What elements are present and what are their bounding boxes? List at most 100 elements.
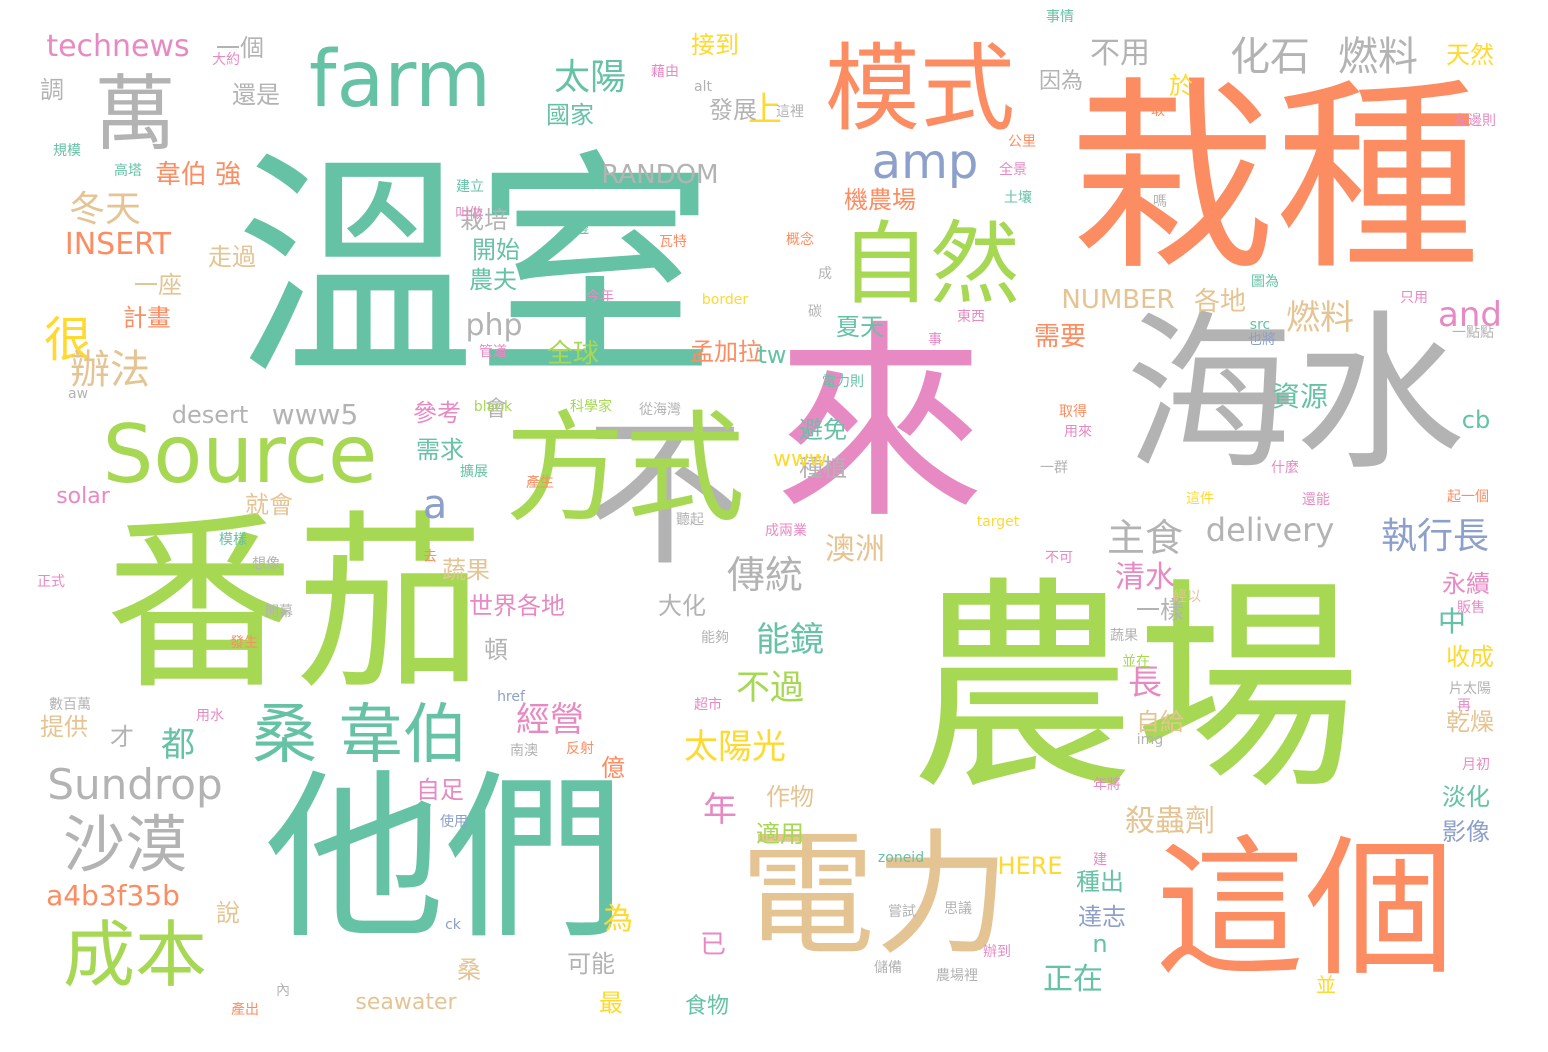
word-187: 年將: [1093, 777, 1121, 793]
word-63: 各地: [1193, 287, 1247, 317]
word-119: 藉由: [651, 64, 679, 80]
word-47: 長: [1128, 663, 1162, 703]
word-15: 萬: [93, 67, 177, 162]
word-123: 取: [1151, 103, 1165, 119]
word-40: INSERT: [64, 227, 172, 262]
word-132: 全景: [999, 162, 1027, 178]
word-120: alt: [694, 79, 712, 95]
word-27: 很: [43, 312, 93, 368]
word-134: 左邊則: [1454, 113, 1496, 129]
word-74: 淡化: [1442, 783, 1490, 811]
word-26: 太陽: [553, 57, 627, 98]
word-8: 電力: [740, 816, 1010, 974]
word-113: 於: [1169, 72, 1193, 100]
word-22: 燃料: [1338, 34, 1418, 80]
word-61: 全球: [546, 339, 600, 369]
word-136: 成: [818, 266, 832, 282]
word-5: 他們: [264, 755, 626, 964]
word-6: 海水: [1124, 296, 1466, 494]
word-159: 這件: [1186, 491, 1214, 507]
word-71: 收成: [1446, 643, 1494, 671]
word-112: 調: [40, 76, 64, 104]
word-171: 經以: [1173, 589, 1201, 605]
word-65: 參考: [413, 399, 461, 427]
word-81: 億: [601, 754, 625, 782]
word-148: aw: [67, 386, 89, 402]
word-13: Source: [102, 408, 378, 501]
word-107: 說: [216, 899, 240, 927]
word-182: 反射: [566, 741, 594, 757]
word-152: 電力則: [822, 374, 864, 390]
word-36: technews: [46, 29, 190, 64]
word-166: 想像: [252, 556, 280, 572]
word-64: 需求: [416, 436, 464, 464]
word-42: 燃料: [1286, 298, 1354, 338]
word-50: a4b3f35b: [46, 879, 180, 912]
word-137: 今年: [586, 289, 614, 305]
word-66: 世界各地: [469, 592, 565, 620]
word-67: 大化: [658, 592, 706, 620]
word-189: zoneid: [877, 850, 925, 866]
word-130: 概念: [786, 232, 814, 248]
word-54: 正在: [1043, 962, 1103, 997]
word-87: 孟加拉: [690, 338, 762, 366]
word-51: 殺蟲劑: [1125, 804, 1215, 839]
word-93: HERE: [997, 852, 1063, 880]
word-157: 擴展: [460, 464, 488, 480]
word-108: 走過: [208, 243, 256, 271]
word-38: 都: [161, 725, 195, 765]
word-121: 這裡: [776, 104, 804, 120]
word-14: farm: [309, 35, 491, 125]
word-52: 清水: [1115, 560, 1175, 595]
word-88: 避免: [799, 416, 847, 444]
word-24: 主食: [1106, 516, 1184, 560]
word-155: 一群: [1040, 460, 1068, 476]
word-178: href: [497, 689, 525, 705]
word-31: and: [1438, 295, 1502, 335]
word-21: 化石: [1230, 34, 1310, 80]
word-19: Sundrop: [47, 760, 223, 809]
word-60: 農夫: [469, 266, 517, 294]
word-16: 桑 韋伯: [252, 697, 468, 773]
word-114: 因為: [1038, 69, 1084, 94]
word-46: 年: [703, 790, 737, 830]
word-103: 提供: [40, 713, 88, 741]
word-0: 溫室: [234, 130, 716, 410]
word-9: 這個: [1154, 823, 1456, 997]
word-117: 會: [484, 397, 508, 422]
word-153: 取得: [1059, 404, 1087, 420]
word-110: 一座: [134, 271, 182, 299]
word-145: 東西: [957, 309, 985, 325]
word-75: 影像: [1442, 818, 1490, 846]
word-160: 還能: [1302, 492, 1330, 508]
word-97: seawater: [355, 990, 457, 1015]
word-158: 產生: [526, 475, 554, 491]
word-154: 用來: [1064, 424, 1092, 440]
word-146: 事: [928, 332, 942, 348]
word-73: 乾燥: [1446, 708, 1494, 736]
word-10: 方式: [505, 400, 745, 539]
word-48: www5: [271, 398, 359, 431]
word-139: 碳: [808, 304, 822, 320]
word-28: 辦法: [70, 347, 150, 393]
word-43: NUMBER: [1061, 285, 1175, 315]
word-142: src: [1249, 317, 1271, 333]
word-115: 天然: [1446, 41, 1494, 69]
word-186: 月初: [1462, 757, 1490, 773]
word-39: 不過: [736, 668, 804, 708]
word-7: 不: [584, 401, 746, 588]
word-34: 太陽光: [684, 727, 786, 767]
word-135: 嗎: [1153, 194, 1167, 210]
word-30: a: [422, 482, 448, 528]
word-105: 就會: [245, 491, 293, 519]
word-128: 右邊: [561, 221, 589, 237]
word-32: 能鏡: [756, 620, 824, 660]
word-197: 內: [276, 983, 290, 999]
word-86: 夏天: [836, 313, 884, 341]
word-25: 傳統: [726, 553, 804, 597]
word-78: 作物: [766, 783, 814, 811]
word-172: 販售: [1457, 600, 1485, 616]
word-162: target: [976, 514, 1020, 530]
word-191: 嘗試: [888, 904, 916, 920]
word-83: 國家: [546, 101, 594, 129]
